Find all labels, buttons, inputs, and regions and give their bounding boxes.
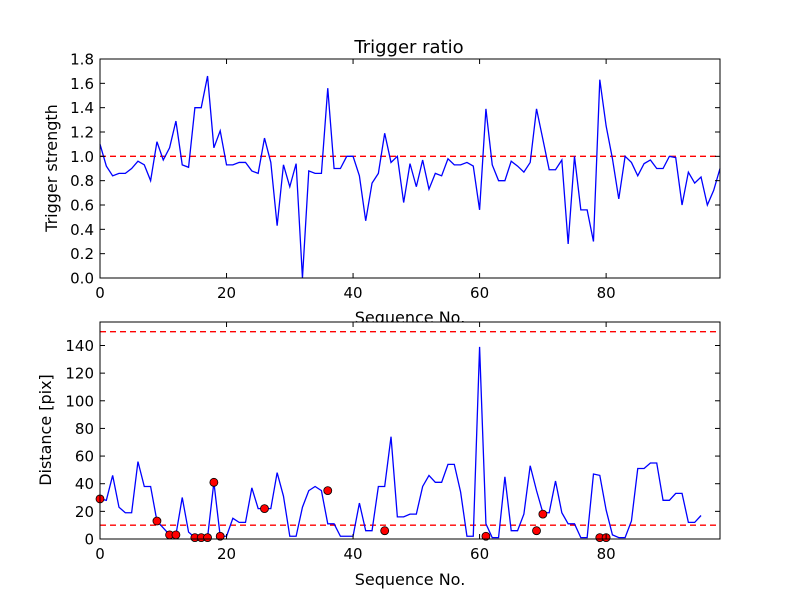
- top-x-tick-label: 40: [344, 284, 363, 302]
- bottom-data-marker: [152, 516, 162, 526]
- bottom-y-tick-label: 20: [75, 503, 94, 521]
- top-y-ticks: 0.0 0.2 0.4 0.6 0.8 1.0 1.2 1.4 1.6 1.8: [70, 51, 720, 288]
- bottom-x-tick-label: 40: [344, 545, 363, 563]
- top-chart-title: Trigger ratio: [353, 37, 463, 58]
- top-y-tick-label: 0.0: [70, 270, 94, 288]
- bottom-x-tick-label: 0: [95, 545, 105, 563]
- bottom-y-tick-label: 140: [65, 337, 94, 355]
- top-x-tick-label: 0: [95, 284, 105, 302]
- top-panel: Trigger ratio 0 20 40 60 80 0.0 0.2 0.4 0.6 0.8 1…: [42, 37, 721, 327]
- top-y-tick-label: 1.6: [70, 75, 94, 93]
- bottom-y-tick-label: 100: [65, 392, 94, 410]
- top-plot-frame: [99, 58, 721, 279]
- bottom-y-axis-label: Distance [pix]: [36, 374, 55, 486]
- bottom-data-marker: [209, 477, 219, 487]
- top-x-tick-label: 60: [470, 284, 489, 302]
- bottom-y-tick-label: 0: [84, 531, 94, 549]
- bottom-x-tick-label: 20: [217, 545, 236, 563]
- bottom-y-tick-label: 80: [75, 420, 94, 438]
- top-data-line: [99, 75, 721, 279]
- bottom-data-marker: [323, 486, 333, 496]
- bottom-x-axis-label: Sequence No.: [355, 570, 466, 589]
- bottom-x-tick-label: 80: [597, 545, 616, 563]
- bottom-x-tick-label: 60: [470, 545, 489, 563]
- top-x-ticks: 0 20 40 60 80: [95, 59, 616, 302]
- bottom-plot-frame: [99, 321, 721, 540]
- top-y-tick-label: 0.4: [70, 221, 94, 239]
- top-y-tick-label: 1.2: [70, 124, 94, 142]
- top-y-tick-label: 0.2: [70, 245, 94, 263]
- top-y-tick-label: 0.8: [70, 172, 94, 190]
- bottom-y-tick-label: 60: [75, 448, 94, 466]
- bottom-plot-bg: [100, 322, 720, 539]
- bottom-markers: [95, 477, 611, 543]
- top-y-tick-label: 1.4: [70, 99, 94, 117]
- top-plot-clip: [99, 75, 721, 279]
- bottom-y-ticks: 0 20 40 60 80 100 120 140: [65, 337, 720, 549]
- top-y-tick-label: 0.6: [70, 197, 94, 215]
- bottom-data-marker: [380, 526, 390, 536]
- bottom-data-marker: [538, 509, 548, 519]
- bottom-data-marker: [215, 531, 225, 541]
- bottom-data-marker: [260, 504, 269, 513]
- bottom-data-marker: [532, 526, 541, 536]
- bottom-x-ticks: 0 20 40 60 80: [95, 322, 616, 563]
- top-x-tick-label: 20: [217, 284, 236, 302]
- top-y-axis-label: Trigger strength: [42, 104, 61, 233]
- bottom-y-tick-label: 40: [75, 475, 94, 493]
- bottom-data-marker: [203, 533, 212, 543]
- top-y-tick-label: 1.0: [70, 148, 94, 166]
- top-y-tick-label: 1.8: [70, 51, 94, 69]
- top-x-tick-label: 80: [597, 284, 616, 302]
- bottom-panel: 0 20 40 60 80 0 20 40 60 80 100 120 140 Sequence No…: [36, 321, 721, 589]
- bottom-data-marker: [171, 530, 181, 540]
- bottom-data-marker: [481, 531, 491, 541]
- bottom-y-tick-label: 120: [65, 365, 94, 383]
